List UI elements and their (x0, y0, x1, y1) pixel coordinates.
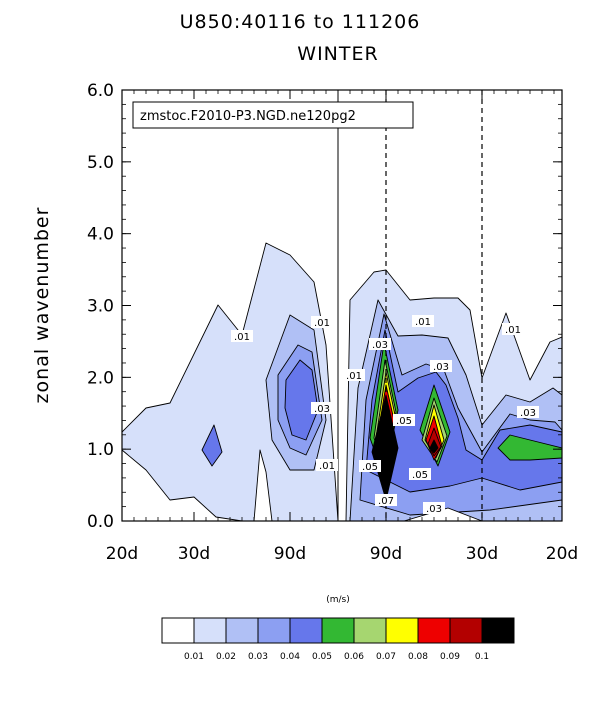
colorbar-label: 0.03 (248, 652, 268, 662)
contour-label: .05 (362, 462, 378, 473)
contour-region (122, 449, 243, 521)
colorbar-label: 0.05 (312, 652, 332, 662)
colorbar-box (193, 617, 227, 644)
y-tick-label: 0.0 (87, 512, 114, 532)
colorbar-label: 0.1 (475, 652, 489, 662)
contour-label: .01 (319, 461, 335, 472)
y-axis-label: zonal wavenumber (31, 207, 53, 404)
x-tick-label: 30d (466, 544, 498, 564)
contour-label: .01 (314, 318, 330, 329)
colorbar-label: 0.04 (280, 652, 300, 662)
colorbar-box (161, 617, 195, 644)
contour-label: .07 (378, 496, 394, 507)
colorbar-box (449, 617, 483, 644)
colorbar-label: 0.09 (440, 652, 460, 662)
colorbar-box (385, 617, 419, 644)
colorbar-box (481, 617, 515, 644)
contour-label: .01 (505, 325, 521, 336)
annotation-text: zmstoc.F2010-P3.NGD.ne120pg2 (140, 109, 356, 124)
colorbar: (m/s) 0.01 0.02 0.03 0.04 0.05 0.06 0.07 0.08 0.0… (161, 595, 515, 662)
y-tick-label: 4.0 (87, 225, 114, 245)
contour-region (201, 424, 223, 467)
contour-label: .05 (396, 416, 412, 427)
colorbar-box (417, 617, 451, 644)
colorbar-label: 0.08 (408, 652, 428, 662)
contour-label: .01 (234, 332, 250, 343)
chart-title: U850:40116 to 111206 (180, 11, 421, 33)
contour-label: .01 (415, 317, 431, 328)
y-tick-label: 2.0 (87, 368, 114, 388)
contour-label: .05 (412, 470, 428, 481)
chart-subtitle: WINTER (297, 43, 378, 65)
colorbar-box (257, 617, 291, 644)
contour-label: .03 (314, 404, 330, 415)
colorbar-box (289, 617, 323, 644)
contour-label: .01 (346, 371, 362, 382)
axes: 0.0 1.0 2.0 3.0 4.0 5.0 6.0 20d 30d 90d 90d 30d 20d (87, 81, 578, 564)
contour-label: .03 (520, 408, 536, 419)
plot-area (122, 242, 562, 521)
y-tick-label: 3.0 (87, 297, 114, 317)
contour-region (429, 439, 439, 454)
x-tick-label: 20d (106, 544, 138, 564)
contour-region (403, 507, 483, 521)
y-tick-label: 6.0 (87, 81, 114, 101)
contour-label: .03 (372, 340, 388, 351)
colorbar-box (353, 617, 387, 644)
y-tick-label: 1.0 (87, 440, 114, 460)
x-tick-label: 30d (178, 544, 210, 564)
x-tick-label: 90d (370, 544, 402, 564)
colorbar-label: 0.06 (344, 652, 364, 662)
y-tick-label: 5.0 (87, 153, 114, 173)
x-tick-label: 20d (546, 544, 578, 564)
contour-label: .03 (433, 362, 449, 373)
colorbar-label: 0.02 (216, 652, 236, 662)
contour-region (253, 449, 273, 521)
x-tick-label: 90d (274, 544, 306, 564)
contour-label: .03 (426, 504, 442, 515)
contour-region (371, 394, 399, 501)
colorbar-box (225, 617, 259, 644)
contour-region (284, 359, 319, 441)
colorbar-label: 0.07 (376, 652, 396, 662)
colorbar-label: 0.01 (184, 652, 204, 662)
contour-region (497, 434, 562, 461)
annotation-box (132, 101, 414, 129)
colorbar-units: (m/s) (326, 595, 350, 605)
colorbar-box (321, 617, 355, 644)
